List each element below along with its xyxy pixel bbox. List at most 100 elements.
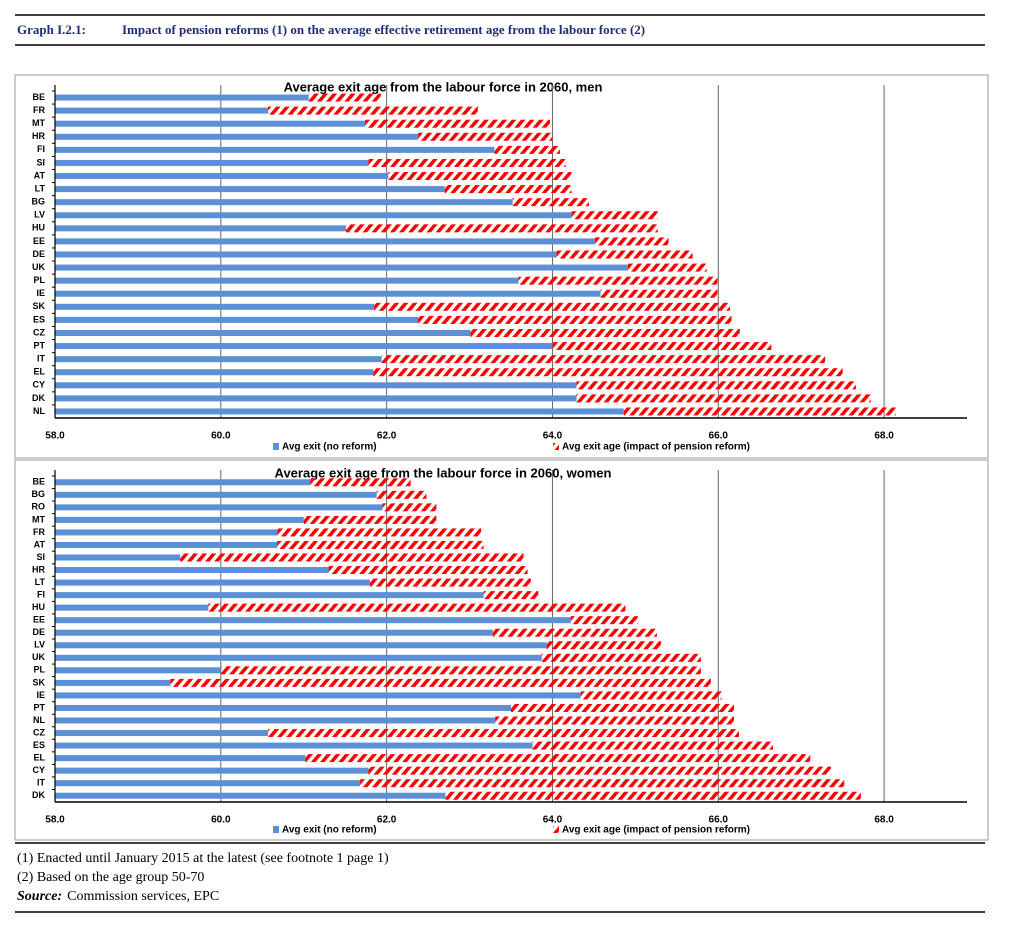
bar-impact	[494, 145, 560, 154]
bar-base	[55, 94, 309, 101]
category-label: DE	[32, 627, 45, 637]
bar-base	[55, 516, 304, 523]
bar-impact	[277, 540, 484, 549]
bar-impact	[303, 515, 437, 524]
graph-label: Graph I.2.1:	[17, 22, 86, 37]
bar-base	[55, 704, 511, 711]
bar-impact	[376, 490, 427, 499]
bar-impact	[365, 119, 550, 128]
bar-impact	[208, 603, 626, 612]
bar-base	[55, 654, 542, 661]
bar-base	[55, 692, 581, 699]
bar-base	[55, 592, 484, 599]
bar-base	[55, 679, 171, 686]
bar-impact	[310, 478, 411, 487]
category-label: EE	[33, 236, 45, 246]
legend-label: Avg exit age (impact of pension reform)	[562, 825, 750, 836]
category-label: SI	[36, 157, 45, 167]
category-label: PL	[33, 665, 45, 675]
bar-base	[55, 642, 547, 649]
category-label: DK	[32, 393, 45, 403]
bar-impact	[268, 106, 478, 115]
bar-impact	[600, 289, 718, 298]
bar-base	[55, 742, 533, 749]
bar-base	[55, 199, 513, 206]
category-label: FI	[37, 144, 45, 154]
bar-impact	[518, 276, 718, 285]
bar-impact	[444, 185, 572, 194]
legend-swatch	[273, 826, 279, 833]
category-label: DE	[32, 249, 45, 259]
bar-base	[55, 667, 221, 674]
bar-base	[55, 504, 383, 511]
chart-title: Average exit age from the labour force i…	[284, 79, 603, 94]
bar-impact	[368, 766, 832, 775]
bar-impact	[570, 616, 638, 625]
bar-impact	[580, 691, 722, 700]
category-label: AT	[34, 539, 46, 549]
bar-base	[55, 264, 628, 271]
legend-label: Avg exit (no reform)	[282, 825, 377, 836]
bar-base	[55, 343, 553, 350]
source-text: Commission services, EPC	[67, 889, 219, 904]
bar-impact	[532, 741, 773, 750]
category-label: UK	[32, 262, 45, 272]
category-label: IT	[37, 354, 46, 364]
category-label: FR	[33, 105, 45, 115]
category-label: MT	[32, 118, 45, 128]
category-label: BG	[32, 197, 46, 207]
legend-label: Avg exit (no reform)	[282, 442, 377, 453]
bar-impact	[370, 578, 531, 587]
bar-base	[55, 529, 278, 536]
category-label: EE	[33, 615, 45, 625]
bar-base	[55, 554, 181, 561]
bar-base	[55, 755, 306, 762]
category-label: UK	[32, 652, 45, 662]
category-label: CZ	[33, 327, 45, 337]
bar-impact	[418, 132, 553, 141]
category-label: CZ	[33, 727, 45, 737]
bar-impact	[571, 211, 658, 220]
category-label: PL	[33, 275, 45, 285]
legend-label: Avg exit age (impact of pension reform)	[562, 442, 750, 453]
source-label: Source:	[17, 889, 62, 904]
category-label: NL	[33, 715, 45, 725]
bar-impact	[495, 716, 735, 725]
bar-base	[55, 617, 571, 624]
bar-impact	[268, 729, 739, 738]
category-label: PT	[33, 702, 45, 712]
category-label: LV	[34, 210, 45, 220]
category-label: EL	[33, 367, 45, 377]
bar-base	[55, 277, 519, 284]
bar-impact	[546, 641, 662, 650]
category-label: NL	[33, 406, 45, 416]
bar-base	[55, 479, 311, 486]
category-label: RO	[32, 502, 46, 512]
x-tick-label: 58.0	[45, 431, 65, 442]
bar-impact	[483, 591, 539, 600]
bar-impact	[418, 315, 732, 324]
category-label: ES	[33, 314, 45, 324]
category-label: IE	[36, 288, 45, 298]
bar-base	[55, 159, 369, 166]
x-tick-label: 60.0	[211, 431, 231, 442]
category-label: DK	[32, 790, 45, 800]
bar-base	[55, 369, 374, 376]
bar-base	[55, 629, 493, 636]
legend-swatch	[553, 443, 559, 450]
bar-impact	[511, 703, 735, 712]
bar-impact	[374, 302, 730, 311]
category-label: BE	[32, 92, 45, 102]
bar-base	[55, 792, 446, 799]
bar-impact	[328, 566, 528, 575]
category-label: BG	[32, 489, 46, 499]
bar-impact	[368, 158, 566, 167]
x-tick-label: 58.0	[45, 815, 65, 826]
category-label: BE	[32, 477, 45, 487]
bar-impact	[308, 93, 381, 102]
bar-base	[55, 780, 361, 787]
bar-impact	[180, 553, 524, 562]
bar-impact	[627, 263, 707, 272]
bar-base	[55, 730, 269, 737]
